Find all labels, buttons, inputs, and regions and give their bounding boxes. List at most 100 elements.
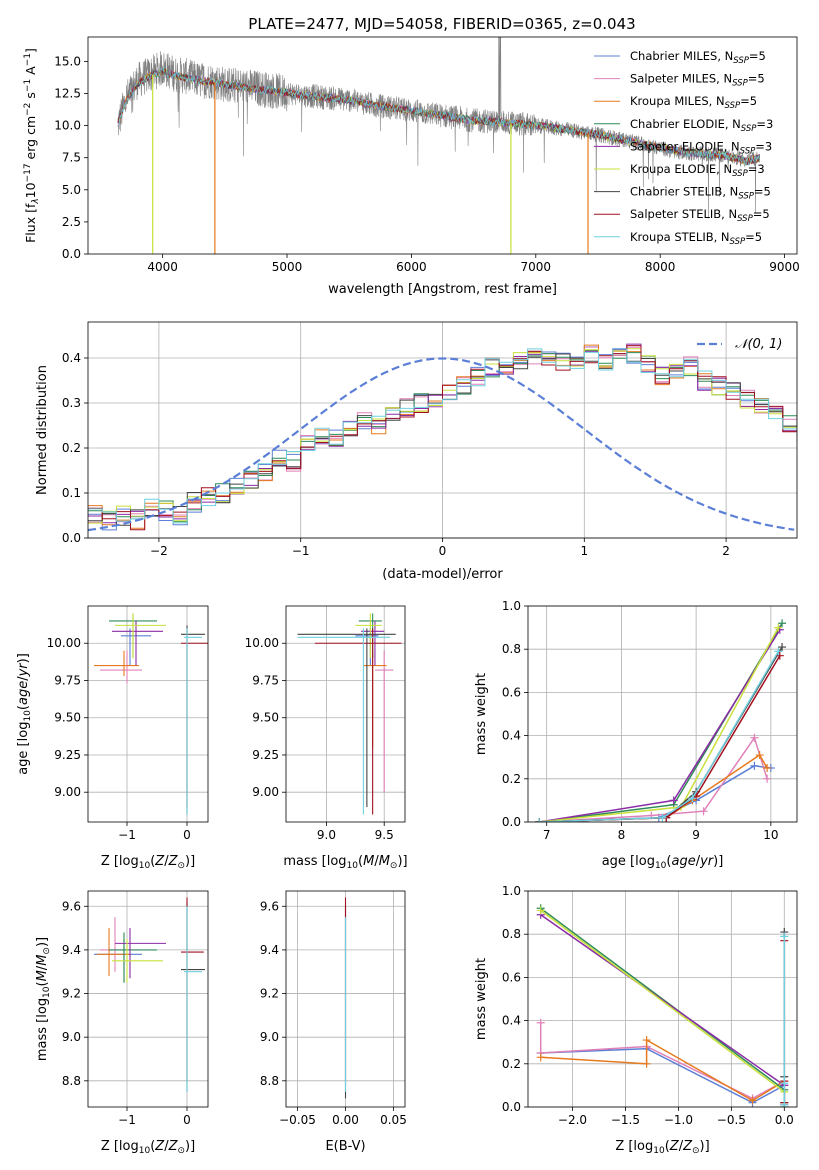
x-axis-label: E(B-V) [325, 1139, 365, 1154]
y-tick-label: 9.50 [54, 711, 81, 725]
y-tick-label: 5.0 [62, 183, 81, 197]
x-tick-label: 0.0 [775, 1113, 794, 1127]
mass_weight_vs_Z-plot-area [536, 904, 789, 1107]
y-tick-label: 0.0 [502, 1100, 521, 1114]
axes-frame [285, 890, 406, 1108]
data-point-marker [748, 1096, 757, 1105]
x-tick-label: 9 [692, 828, 700, 842]
x-tick-label: 0.00 [332, 1113, 359, 1127]
y-tick-label: 0.0 [502, 815, 521, 829]
y-tick-label: 10.0 [54, 119, 81, 133]
data-point-marker [774, 623, 783, 632]
x-tick-label: 10 [763, 828, 778, 842]
histogram-step [88, 344, 797, 529]
legend-label: Chabrier STELIB, NSSP=5 [630, 185, 771, 202]
mass_vs_Z-plot-area [94, 897, 205, 1092]
y-tick-label: 9.50 [252, 711, 279, 725]
spectrum-legend: Chabrier MILES, NSSP=5 Salpeter MILES, NS… [594, 49, 773, 247]
y-tick-label: 0.4 [62, 351, 81, 365]
series-line [539, 753, 768, 822]
axes-frame [527, 890, 798, 1108]
y-tick-label: 0.0 [62, 531, 81, 545]
x-axis-label: (data-model)/error [382, 567, 503, 582]
legend-label: Salpeter MILES, NSSP=5 [630, 72, 765, 89]
series-line [539, 646, 783, 822]
x-tick-label: −2 [150, 544, 168, 558]
y-tick-label: 0.8 [502, 642, 521, 656]
y-tick-label: 0.0 [62, 247, 81, 261]
residuals-panel: −2 −1 0 1 2 0.0 0.1 0.2 0.3 0.4 𝒩(0, 1) (data-model… [35, 321, 798, 582]
series-line [539, 765, 771, 822]
x-tick-label: −0.5 [717, 1113, 746, 1127]
figure-title: PLATE=2477, MJD=54058, FIBERID=0365, z=0… [248, 15, 635, 33]
mass_weight_vs_age-plot-area [535, 619, 787, 822]
x-tick-label: −0.05 [279, 1113, 316, 1127]
mass_weight_vs_Z-panel: −2.0 −1.5 −1.0 −0.5 0.0 0.0 0.2 0.4 0.6 0.8 1.0 Z [… [474, 884, 798, 1156]
y-axis-label: mass weight [474, 673, 489, 755]
y-axis-label: mass weight [474, 958, 489, 1040]
y-tick-label: 0.8 [502, 927, 521, 941]
data-point-marker [642, 1059, 651, 1068]
axes-frame [527, 605, 798, 823]
x-tick-label: 0 [183, 828, 191, 842]
age_vs_mass-panel: 9.0 9.5 9.00 9.25 9.50 9.75 10.00 mass [log10(M… [245, 605, 408, 871]
legend-label: Salpeter ELODIE, NSSP=3 [630, 139, 772, 156]
x-tick-label: −1 [292, 544, 310, 558]
x-tick-label: 0.05 [380, 1113, 407, 1127]
y-tick-label: 0.6 [502, 970, 521, 984]
data-point-marker [763, 774, 772, 783]
x-tick-label: 9.5 [375, 828, 394, 842]
data-point-marker [763, 764, 772, 772]
data-point-marker [778, 619, 787, 628]
y-tick-label: 9.25 [252, 748, 279, 762]
series-line [540, 914, 786, 1105]
x-axis-label: Z [log10(Z/Z⊙)] [101, 854, 195, 871]
age_vs_Z-plot-area [94, 613, 208, 815]
y-tick-label: 9.0 [260, 1030, 279, 1044]
mass_vs_EBV-panel: −0.05 0.00 0.05 8.8 9.0 9.2 9.4 9.6 E(B-V) [260, 890, 407, 1154]
y-tick-label: 9.6 [260, 899, 279, 913]
y-tick-label: 1.0 [502, 599, 521, 613]
y-tick-label: 12.5 [54, 86, 81, 100]
data-point-marker [688, 794, 697, 803]
series-line [539, 622, 783, 822]
series-line [540, 1047, 785, 1104]
data-point-marker [778, 643, 787, 652]
y-tick-label: 0.1 [62, 486, 81, 500]
y-tick-label: 0.2 [502, 1057, 521, 1071]
x-tick-label: 2 [722, 544, 730, 558]
legend-label: Chabrier ELODIE, NSSP=3 [630, 117, 773, 134]
x-tick-label: 6000 [396, 260, 427, 274]
y-tick-label: 1.0 [502, 884, 521, 898]
data-point-marker [750, 733, 759, 742]
data-point-marker [536, 906, 545, 915]
axes-frame [87, 890, 209, 1108]
y-tick-label: 0.6 [502, 685, 521, 699]
x-tick-label: 8000 [645, 260, 676, 274]
x-tick-label: 9000 [769, 260, 800, 274]
x-axis-label: Z [log10(Z/Z⊙)] [101, 1139, 195, 1156]
normal-curve [88, 357, 795, 532]
data-point-marker [536, 1018, 545, 1027]
y-tick-label: 0.2 [62, 441, 81, 455]
data-point-marker [774, 647, 783, 656]
y-tick-label: 9.00 [252, 785, 279, 799]
y-tick-label: 9.0 [62, 1030, 81, 1044]
data-point-marker [535, 818, 544, 822]
mass_weight_vs_age-panel: 7 8 9 10 0.0 0.2 0.4 0.6 0.8 1.0 age [log10(age/yr… [474, 599, 798, 871]
y-axis-label: Normed distribution [35, 365, 50, 495]
y-tick-label: 10.00 [245, 636, 279, 650]
legend-label: Kroupa STELIB, NSSP=5 [630, 230, 762, 247]
observed-spectrum [117, 37, 760, 219]
y-tick-label: 0.4 [502, 729, 521, 743]
y-tick-label: 2.5 [62, 215, 81, 229]
y-tick-label: 9.25 [54, 748, 81, 762]
age_vs_Z-panel: −1 0 9.00 9.25 9.50 9.75 10.00 Z [log10(Z/Z⊙)] a… [16, 605, 209, 871]
y-axis-label: mass [log10(M/M⊙)] [35, 937, 52, 1061]
y-tick-label: 8.8 [260, 1074, 279, 1088]
data-point-marker [699, 807, 708, 816]
y-tick-label: 9.4 [62, 943, 81, 957]
data-point-marker [780, 1079, 789, 1088]
y-tick-label: 9.75 [252, 673, 279, 687]
series-line [539, 627, 779, 822]
